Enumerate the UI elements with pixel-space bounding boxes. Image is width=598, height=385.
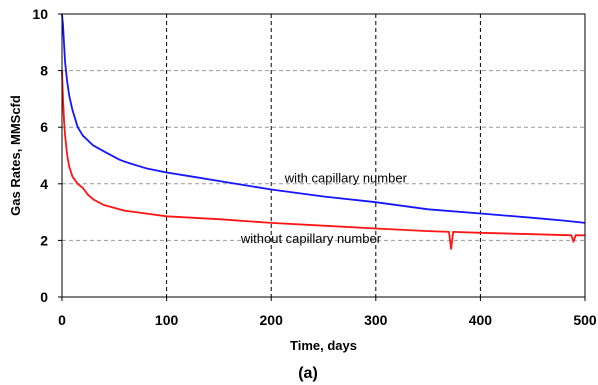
x-tick-label: 100 [155, 312, 179, 328]
y-tick-label: 2 [40, 232, 48, 248]
x-tick-label: 300 [364, 312, 388, 328]
plot-frame [61, 13, 586, 298]
x-tick-label: 200 [260, 312, 284, 328]
x-axis: 0 100 200 300 400 500 [58, 297, 597, 328]
x-axis-title: Time, days [290, 338, 357, 353]
y-tick-label: 4 [40, 176, 48, 192]
figure-caption: (a) [298, 365, 318, 382]
x-tick-label: 0 [58, 312, 66, 328]
grid [62, 14, 585, 297]
y-tick-label: 6 [40, 119, 48, 135]
y-axis: 0 2 4 6 8 10 [32, 6, 62, 305]
x-tick-label: 500 [573, 312, 597, 328]
y-tick-label: 8 [40, 63, 48, 79]
series-line-with-capillary [61, 13, 586, 224]
annotation-with-capillary: with capillary number [284, 170, 408, 185]
annotation-without-capillary: without capillary number [240, 231, 382, 246]
series-line-without-capillary [61, 70, 585, 250]
y-axis-title: Gas Rates, MMScfd [8, 95, 23, 216]
y-tick-label: 0 [40, 289, 48, 305]
y-tick-label: 10 [32, 6, 48, 22]
x-tick-label: 400 [469, 312, 493, 328]
series-lines [61, 13, 586, 250]
